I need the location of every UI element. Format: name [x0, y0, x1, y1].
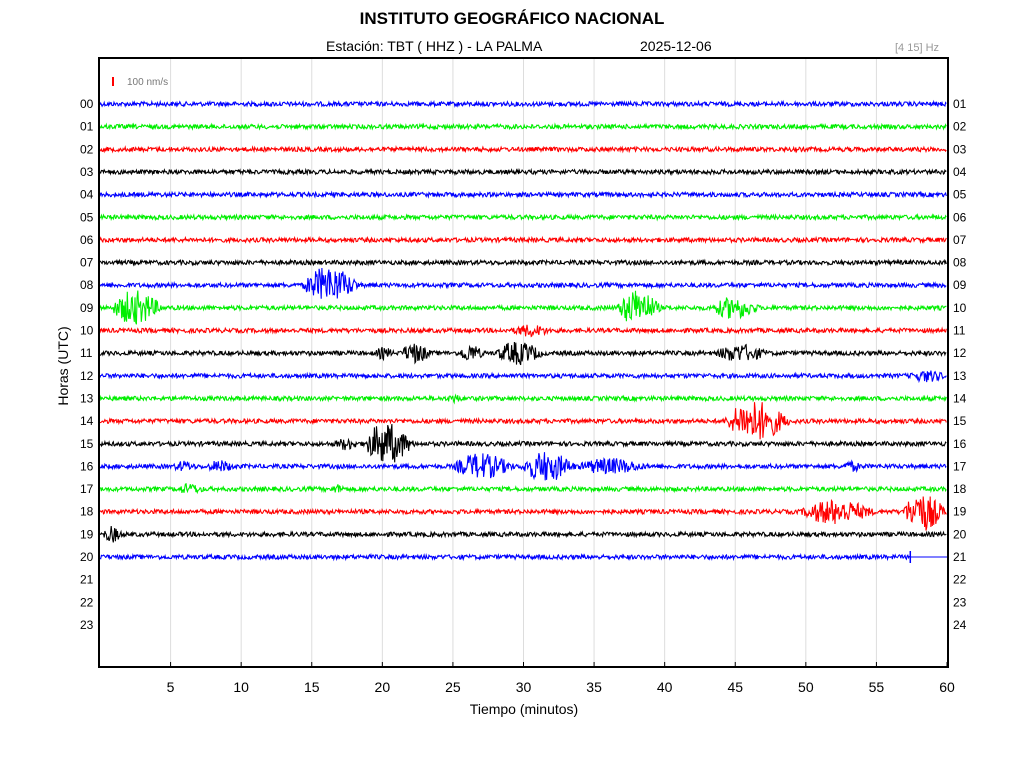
x-tick-label: 35: [586, 679, 602, 695]
x-tick-label: 55: [869, 679, 885, 695]
x-tick-label: 25: [445, 679, 461, 695]
y-tick-label-left: 10: [80, 324, 94, 338]
trace-hour-09: [99, 290, 947, 325]
y-tick-label-left: 13: [80, 391, 94, 405]
y-tick-label-left: 12: [80, 369, 94, 383]
y-tick-label-left: 03: [80, 165, 94, 179]
y-tick-label-left: 18: [80, 505, 94, 519]
station-label: Estación: TBT ( HHZ ) - LA PALMA: [326, 38, 543, 54]
y-tick-label-left: 09: [80, 301, 94, 315]
trace-hour-06: [99, 235, 947, 245]
y-tick-label-right: 03: [953, 142, 967, 156]
y-tick-label-left: 23: [80, 618, 94, 632]
x-tick-label: 20: [375, 679, 391, 695]
y-tick-label-left: 17: [80, 482, 94, 496]
y-tick-label-right: 24: [953, 618, 967, 632]
scale-indicator: 100 nm/s: [112, 77, 168, 88]
trace-hour-15: [99, 424, 947, 463]
grid-layer: [170, 58, 877, 667]
y-tick-label-right: 14: [953, 391, 967, 405]
trace-hour-18: [100, 496, 947, 531]
y-tick-label-right: 05: [953, 188, 967, 202]
y-tick-label-right: 13: [953, 369, 967, 383]
scale-label: 100 nm/s: [127, 77, 168, 88]
y-tick-label-left: 08: [80, 278, 94, 292]
x-tick-label: 30: [516, 679, 532, 695]
y-tick-label-left: 00: [80, 97, 94, 111]
trace-hour-13: [99, 393, 947, 405]
x-axis-label: Tiempo (minutos): [470, 701, 578, 717]
x-tick-label: 15: [304, 679, 320, 695]
y-tick-label-right: 22: [953, 573, 967, 587]
y-tick-label-right: 12: [953, 346, 967, 360]
filter-band-label: [4 15] Hz: [895, 42, 940, 54]
trace-hour-20: [99, 552, 911, 562]
y-tick-label-left: 20: [80, 550, 94, 564]
y-tick-label-right: 16: [953, 437, 967, 451]
y-tick-label-right: 06: [953, 210, 967, 224]
x-tick-label: 40: [657, 679, 673, 695]
y-tick-label-left: 14: [80, 414, 94, 428]
trace-hour-10: [99, 324, 947, 338]
y-tick-label-left: 11: [80, 346, 93, 360]
y-tick-label-left: 02: [80, 142, 94, 156]
axis-layer: 5 10 15 20 25 30 35 40 45 50 55 60 00 01 02 03 04 05 06 07 0…: [80, 97, 967, 695]
trace-hour-19: [99, 525, 947, 543]
y-tick-label-right: 19: [953, 505, 967, 519]
y-tick-label-right: 21: [953, 550, 967, 564]
y-tick-label-left: 01: [80, 120, 94, 134]
y-tick-label-right: 17: [953, 459, 967, 473]
trace-hour-03: [99, 167, 947, 177]
trace-hour-04: [99, 190, 947, 199]
trace-hour-12: [99, 370, 947, 384]
trace-hour-02: [99, 144, 947, 154]
y-tick-label-left: 04: [80, 188, 94, 202]
trace-hour-00: [99, 99, 947, 109]
x-tick-label: 50: [798, 679, 814, 695]
trace-hour-08: [99, 267, 947, 299]
y-tick-label-left: 16: [80, 459, 94, 473]
y-tick-label-right: 15: [953, 414, 967, 428]
y-tick-label-left: 05: [80, 210, 94, 224]
trace-hour-11: [99, 341, 947, 366]
y-tick-label-right: 10: [953, 301, 967, 315]
y-tick-label-left: 06: [80, 233, 94, 247]
y-tick-label-right: 23: [953, 595, 967, 609]
y-tick-label-left: 22: [80, 595, 94, 609]
y-tick-label-right: 20: [953, 527, 967, 541]
trace-layer: [99, 99, 947, 563]
page-title: INSTITUTO GEOGRÁFICO NACIONAL: [359, 9, 665, 28]
y-axis-label: Horas (UTC): [55, 326, 71, 405]
x-tick-label: 60: [939, 679, 955, 695]
y-tick-label-right: 11: [953, 324, 966, 338]
trace-hour-17: [99, 483, 947, 495]
trace-hour-05: [99, 212, 947, 222]
y-tick-label-right: 07: [953, 233, 967, 247]
x-tick-label: 10: [233, 679, 249, 695]
trace-hour-01: [99, 122, 947, 131]
trace-hour-07: [99, 258, 947, 267]
scale-bar: [112, 77, 114, 86]
y-tick-label-left: 07: [80, 256, 94, 270]
y-tick-label-right: 18: [953, 482, 967, 496]
y-tick-label-right: 09: [953, 278, 967, 292]
y-tick-label-left: 15: [80, 437, 94, 451]
y-tick-label-left: 21: [80, 573, 94, 587]
x-tick-label: 5: [167, 679, 175, 695]
y-tick-label-right: 02: [953, 120, 967, 134]
date-label: 2025-12-06: [640, 38, 712, 54]
x-tick-label: 45: [727, 679, 743, 695]
trace-hour-16: [99, 452, 947, 481]
y-tick-label-right: 04: [953, 165, 967, 179]
trace-hour-14: [99, 402, 947, 440]
y-tick-label-right: 08: [953, 256, 967, 270]
y-tick-label-left: 19: [80, 527, 94, 541]
y-tick-label-right: 01: [953, 97, 967, 111]
